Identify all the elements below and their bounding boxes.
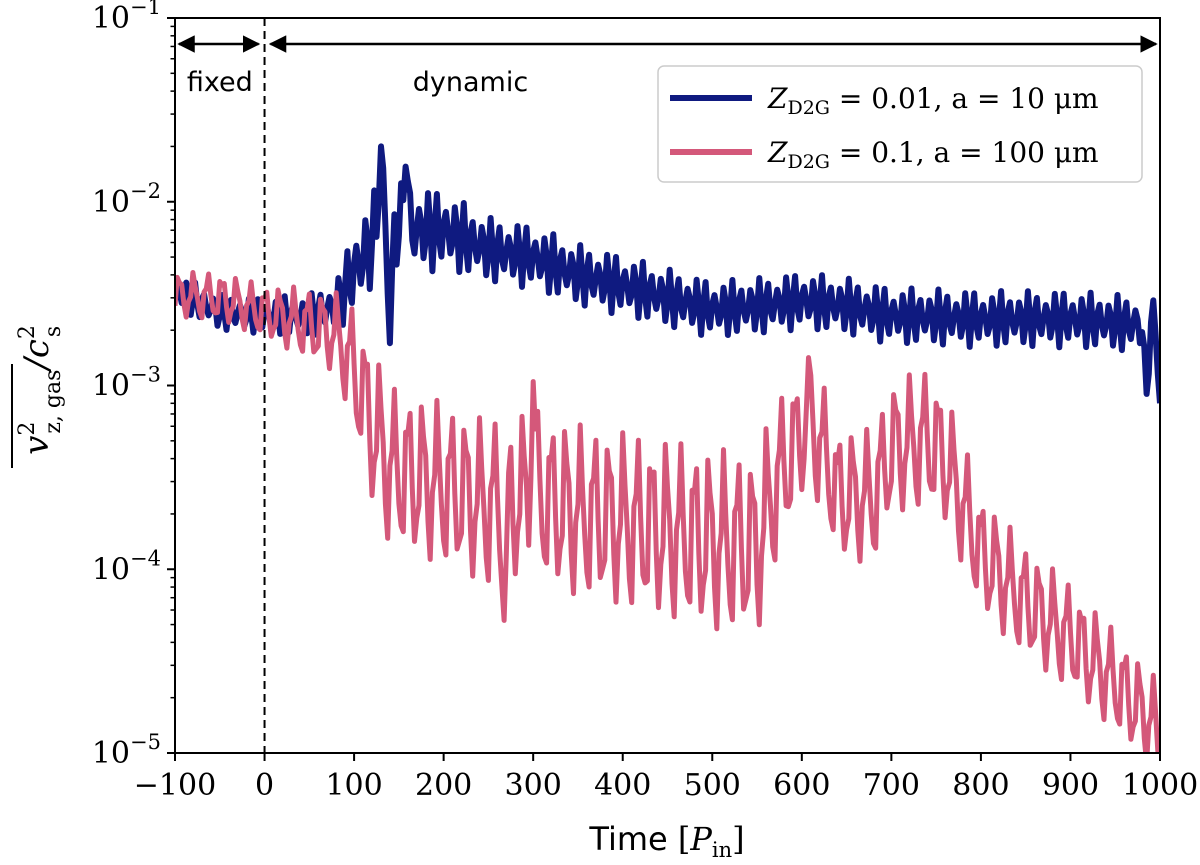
y-tick-label: 10−2 [92, 179, 161, 220]
x-tick-label: 600 [773, 768, 830, 803]
y-tick-label: 10−3 [92, 363, 161, 404]
x-tick-label: 0 [255, 768, 274, 803]
x-tick-label: 900 [1042, 768, 1099, 803]
fixed-label: fixed [187, 67, 253, 98]
legend-box [657, 65, 1143, 183]
legend-label-series-0: ZD2G = 0.01, a = 10 μm [767, 82, 1099, 119]
y-axis-ticks: 10−5 10−4 10−3 10−2 10−1 [92, 0, 175, 771]
x-tick-label: 200 [415, 768, 472, 803]
x-tick-label: 400 [594, 768, 651, 803]
y-axis-label-text: v2z, gas/c2s [15, 325, 66, 455]
x-tick-label: 700 [863, 768, 920, 803]
x-tick-label: 100 [325, 768, 382, 803]
series-group [175, 143, 1160, 753]
legend-label-series-1: ZD2G = 0.1, a = 100 μm [767, 136, 1099, 173]
series-line-1 [175, 270, 1160, 753]
y-tick-label: 10−1 [92, 0, 161, 36]
x-tick-label: 300 [505, 768, 562, 803]
x-tick-label: 1000 [1122, 768, 1198, 803]
x-axis-label: Time [Pin] [588, 820, 744, 862]
series-line-0 [175, 143, 1160, 404]
y-tick-label: 10−4 [92, 546, 161, 587]
x-tick-label: −100 [134, 768, 216, 803]
dynamic-label: dynamic [413, 67, 528, 98]
y-axis-label: v2z, gas/c2s [11, 325, 66, 468]
x-tick-label: 500 [684, 768, 741, 803]
y-tick-label: 10−5 [92, 730, 161, 771]
legend: ZD2G = 0.01, a = 10 μm ZD2G = 0.1, a = 1… [657, 65, 1143, 183]
x-tick-label: 800 [952, 768, 1009, 803]
x-axis-ticks: −100 0 100 200 300 400 500 600 700 800 900 1000 [134, 753, 1198, 803]
